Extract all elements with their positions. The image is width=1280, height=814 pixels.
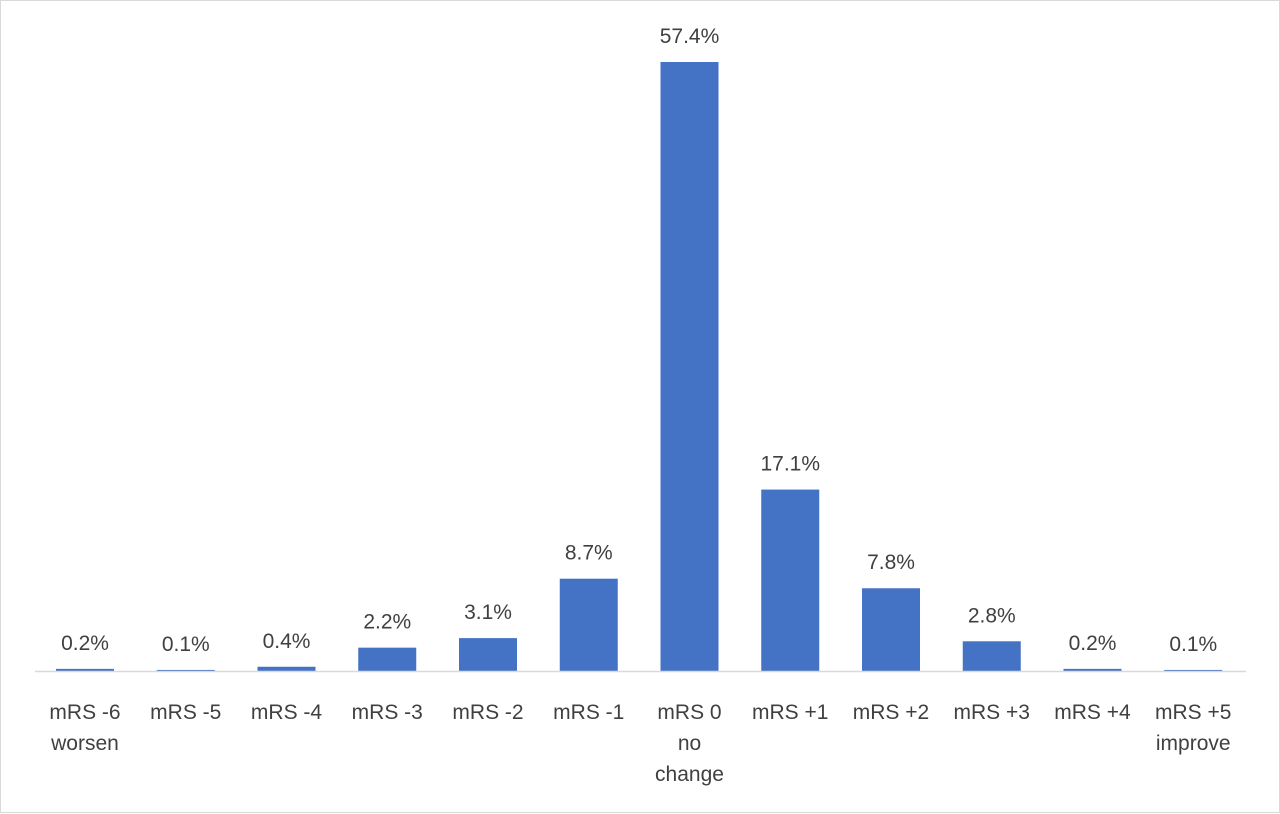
data-label-7: 57.4%	[660, 25, 720, 48]
category-label-7-line-1: mRS 0	[657, 701, 721, 724]
category-label-8-line-1: mRS +1	[752, 701, 828, 724]
data-labels-group: 0.2% 0.1% 0.4% 2.2% 3.1% 8.7% 57.4% 17.1% 7.8% 2.…	[61, 25, 1217, 656]
data-label-12: 0.1%	[1169, 633, 1217, 656]
data-label-10: 2.8%	[968, 604, 1016, 627]
data-label-5: 3.1%	[464, 601, 512, 624]
category-label-2-line-1: mRS -5	[150, 701, 221, 724]
bars-group	[56, 62, 1223, 671]
bar-8	[761, 489, 820, 671]
bar-1	[56, 668, 114, 671]
category-label-7-line-3: change	[655, 763, 724, 786]
category-label-1-line-1: mRS -6	[49, 701, 120, 724]
category-label-3-line-1: mRS -4	[251, 701, 322, 724]
category-label-11-line-1: mRS +4	[1054, 701, 1131, 724]
category-label-1-line-2: worsen	[50, 732, 119, 755]
bar-2	[156, 669, 215, 671]
bar-7	[660, 62, 719, 671]
data-label-6: 8.7%	[565, 542, 613, 565]
bar-9	[862, 588, 920, 671]
bar-3	[257, 666, 316, 671]
bar-5	[459, 638, 517, 671]
data-label-3: 0.4%	[263, 630, 311, 653]
bar-11	[1063, 668, 1122, 671]
category-label-7-line-2: no	[678, 732, 701, 755]
category-label-10-line-1: mRS +3	[954, 701, 1030, 724]
data-label-8: 17.1%	[760, 453, 820, 476]
category-label-9-line-1: mRS +2	[853, 701, 929, 724]
category-label-12-line-1: mRS +5	[1155, 701, 1231, 724]
data-label-11: 0.2%	[1069, 632, 1117, 655]
data-label-2: 0.1%	[162, 633, 210, 656]
bar-6	[559, 578, 618, 671]
bar-12	[1164, 669, 1223, 671]
category-label-5-line-1: mRS -2	[452, 701, 523, 724]
bar-4	[358, 647, 417, 671]
category-label-4-line-1: mRS -3	[352, 701, 423, 724]
category-label-6-line-1: mRS -1	[553, 701, 624, 724]
category-label-12-line-2: improve	[1156, 732, 1231, 755]
data-label-9: 7.8%	[867, 551, 915, 574]
data-label-1: 0.2%	[61, 632, 109, 655]
bar-10	[962, 641, 1021, 671]
data-label-4: 2.2%	[363, 611, 411, 634]
category-labels-group: mRS -6 worsen mRS -5 mRS -4 mRS -3 mRS -2 mRS …	[49, 701, 1231, 786]
